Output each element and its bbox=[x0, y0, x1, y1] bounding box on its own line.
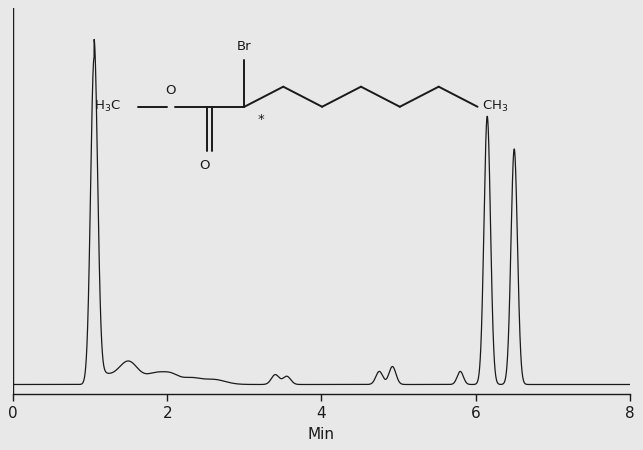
Text: H$_3$C: H$_3$C bbox=[94, 99, 121, 114]
X-axis label: Min: Min bbox=[308, 427, 335, 441]
Text: CH$_3$: CH$_3$ bbox=[482, 99, 509, 114]
Text: *: * bbox=[258, 112, 265, 126]
Text: Br: Br bbox=[237, 40, 251, 53]
Text: O: O bbox=[165, 84, 176, 97]
Text: O: O bbox=[199, 159, 210, 172]
